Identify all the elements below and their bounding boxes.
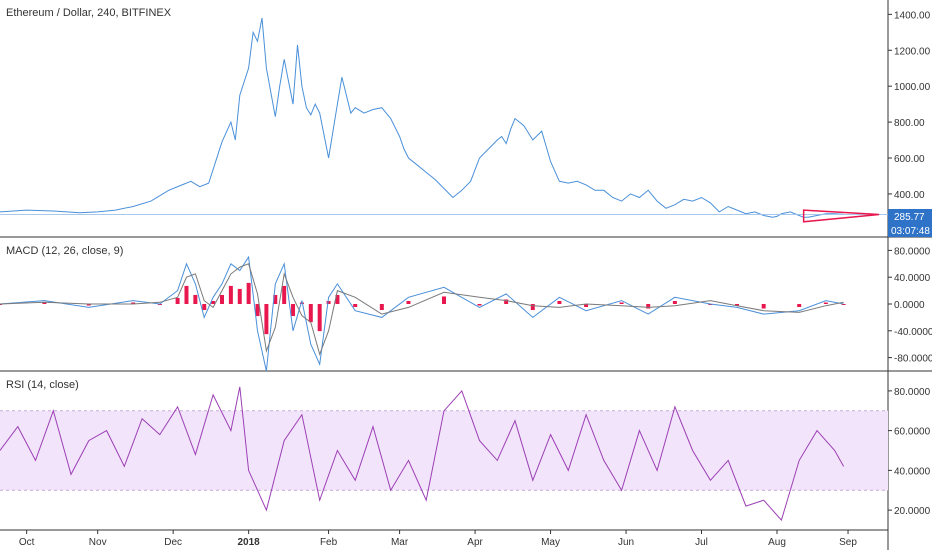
macd-histogram-bar bbox=[42, 302, 47, 304]
macd-histogram-bar bbox=[530, 304, 535, 311]
last-price-label: 285.77 bbox=[894, 212, 925, 223]
macd-histogram-bar bbox=[477, 304, 482, 306]
series-layer bbox=[0, 17, 888, 522]
macd-histogram-bar bbox=[264, 304, 269, 335]
macd-histogram-bar bbox=[282, 285, 287, 304]
price-series-line bbox=[0, 17, 844, 218]
time-tick-label: Jul bbox=[695, 537, 708, 548]
price-tick-label: 1400.00 bbox=[894, 10, 931, 21]
macd-histogram-bar bbox=[584, 304, 589, 308]
macd-histogram-bar bbox=[504, 299, 509, 304]
macd-signal-line bbox=[0, 263, 844, 356]
time-tick-label: Oct bbox=[19, 537, 35, 548]
axes-layer: 1400.00 1200.00 1000.00 800.00 600.00 400.00 8… bbox=[19, 10, 932, 548]
price-tick-label: 400.00 bbox=[894, 190, 925, 201]
time-tick-label: Dec bbox=[164, 537, 182, 548]
price-pane-title: Ethereum / Dollar, 240, BITFINEX bbox=[6, 7, 172, 19]
time-tick-label: May bbox=[541, 537, 560, 548]
rsi-tick-label: 40.0000 bbox=[894, 466, 931, 477]
macd-histogram-bar bbox=[317, 304, 322, 332]
macd-histogram-bar bbox=[308, 304, 313, 323]
rsi-band bbox=[0, 410, 888, 491]
triangle-pattern-drawing[interactable] bbox=[802, 209, 880, 223]
price-tick-label: 800.00 bbox=[894, 118, 925, 129]
rsi-pane-title: RSI (14, close) bbox=[6, 379, 79, 391]
time-tick-label: Feb bbox=[320, 537, 338, 548]
macd-histogram-bar bbox=[841, 304, 846, 305]
macd-tick-label: -80.0000 bbox=[894, 354, 932, 365]
macd-histogram-bar bbox=[797, 304, 802, 308]
last-price-badge bbox=[888, 209, 932, 224]
macd-histogram-bar bbox=[326, 300, 331, 304]
time-tick-label: Sep bbox=[839, 537, 857, 548]
price-tick-label: 1000.00 bbox=[894, 82, 931, 93]
macd-histogram-bar bbox=[175, 297, 180, 304]
rsi-tick-label: 80.0000 bbox=[894, 387, 931, 398]
macd-histogram-bar bbox=[237, 288, 242, 304]
macd-histogram-bar bbox=[557, 300, 562, 304]
macd-tick-label: 40.0000 bbox=[894, 273, 931, 284]
macd-histogram-bar bbox=[735, 304, 740, 306]
time-tick-label: Mar bbox=[391, 537, 409, 548]
rsi-tick-label: 60.0000 bbox=[894, 427, 931, 438]
macd-histogram-bar bbox=[335, 294, 340, 304]
rsi-tick-label: 20.0000 bbox=[894, 506, 931, 517]
macd-histogram-bar bbox=[273, 294, 278, 304]
macd-histogram-bar bbox=[761, 304, 766, 309]
macd-histogram-bar bbox=[291, 304, 296, 317]
countdown-badge bbox=[888, 224, 932, 237]
countdown-label: 03:07:48 bbox=[891, 226, 930, 237]
macd-histogram-bar bbox=[255, 304, 260, 317]
macd-histogram-bar bbox=[202, 304, 207, 311]
macd-histogram-bar bbox=[211, 300, 216, 304]
macd-tick-label: 80.0000 bbox=[894, 246, 931, 257]
time-tick-label: Apr bbox=[467, 537, 483, 548]
macd-tick-label: -40.0000 bbox=[894, 327, 932, 338]
macd-histogram-bar bbox=[184, 285, 189, 304]
price-tick-label: 1200.00 bbox=[894, 46, 931, 57]
time-tick-label: Jun bbox=[618, 537, 634, 548]
macd-histogram-bar bbox=[646, 304, 651, 309]
macd-histogram-bar bbox=[442, 296, 446, 304]
macd-histogram-bar bbox=[193, 294, 198, 304]
macd-histogram-bar bbox=[86, 304, 91, 306]
macd-histogram-bar bbox=[246, 282, 251, 304]
macd-histogram-bar bbox=[131, 302, 136, 304]
macd-histogram-bar bbox=[406, 300, 411, 304]
time-tick-label: Aug bbox=[768, 537, 786, 548]
time-tick-label: Nov bbox=[89, 537, 107, 548]
time-tick-label: 2018 bbox=[238, 537, 261, 548]
macd-tick-label: 0.0000 bbox=[894, 300, 925, 311]
macd-histogram-bar bbox=[220, 294, 224, 304]
macd-histogram-bar bbox=[299, 302, 304, 304]
price-tick-label: 600.00 bbox=[894, 154, 925, 165]
macd-pane-title: MACD (12, 26, close, 9) bbox=[6, 245, 123, 257]
macd-histogram-bar bbox=[672, 300, 677, 304]
macd-histogram-bar bbox=[619, 302, 624, 304]
rsi-line bbox=[0, 386, 845, 522]
macd-line bbox=[0, 255, 844, 372]
macd-histogram-bar bbox=[353, 304, 358, 308]
macd-histogram-bar bbox=[823, 302, 828, 304]
macd-histogram-bar bbox=[228, 285, 233, 304]
macd-histogram-bar bbox=[0, 304, 2, 305]
macd-histogram-bar bbox=[379, 304, 384, 311]
